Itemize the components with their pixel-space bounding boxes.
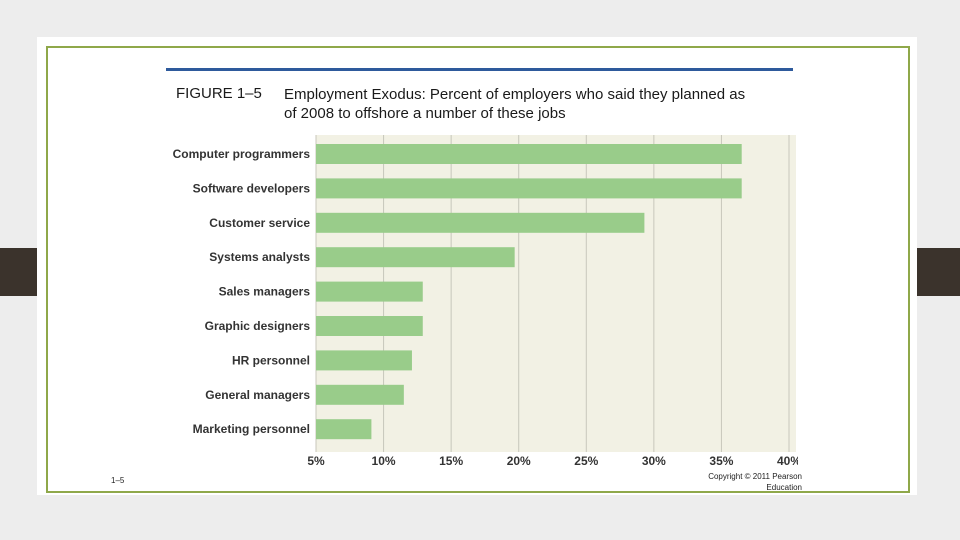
x-tick-label-3: 20% — [507, 454, 531, 468]
bar-2 — [316, 212, 645, 233]
bar-7 — [316, 384, 404, 405]
category-label-1: Software developers — [193, 181, 311, 195]
x-tick-label-1: 10% — [372, 454, 396, 468]
x-tick-label-4: 25% — [574, 454, 598, 468]
figure-label: FIGURE 1–5 — [176, 85, 262, 102]
x-tick-label-7: 40% — [777, 454, 798, 468]
category-label-8: Marketing personnel — [193, 422, 310, 436]
title-rule — [166, 68, 793, 71]
slide-border — [46, 46, 910, 493]
category-label-7: General managers — [205, 388, 310, 402]
bar-8 — [316, 419, 372, 440]
category-label-5: Graphic designers — [205, 319, 311, 333]
category-label-0: Computer programmers — [173, 147, 311, 161]
x-tick-label-2: 15% — [439, 454, 463, 468]
bar-1 — [316, 178, 742, 199]
x-tick-label-5: 30% — [642, 454, 666, 468]
slide-number: 1–5 — [111, 476, 125, 485]
x-tick-label-6: 35% — [709, 454, 733, 468]
bar-3 — [316, 247, 515, 268]
copyright-notice: Copyright © 2011 Pearson Education — [708, 472, 802, 492]
bar-0 — [316, 144, 742, 164]
x-tick-label-0: 5% — [307, 454, 325, 468]
category-label-3: Systems analysts — [209, 250, 310, 264]
category-label-2: Customer service — [209, 216, 310, 230]
bar-chart: Computer programmers Software developers C… — [173, 135, 798, 468]
category-label-4: Sales managers — [219, 285, 311, 299]
bar-5 — [316, 316, 423, 336]
figure-title: Employment Exodus: Percent of employers … — [284, 86, 746, 122]
bar-4 — [316, 281, 423, 302]
category-label-6: HR personnel — [232, 353, 310, 367]
bar-6 — [316, 350, 412, 371]
